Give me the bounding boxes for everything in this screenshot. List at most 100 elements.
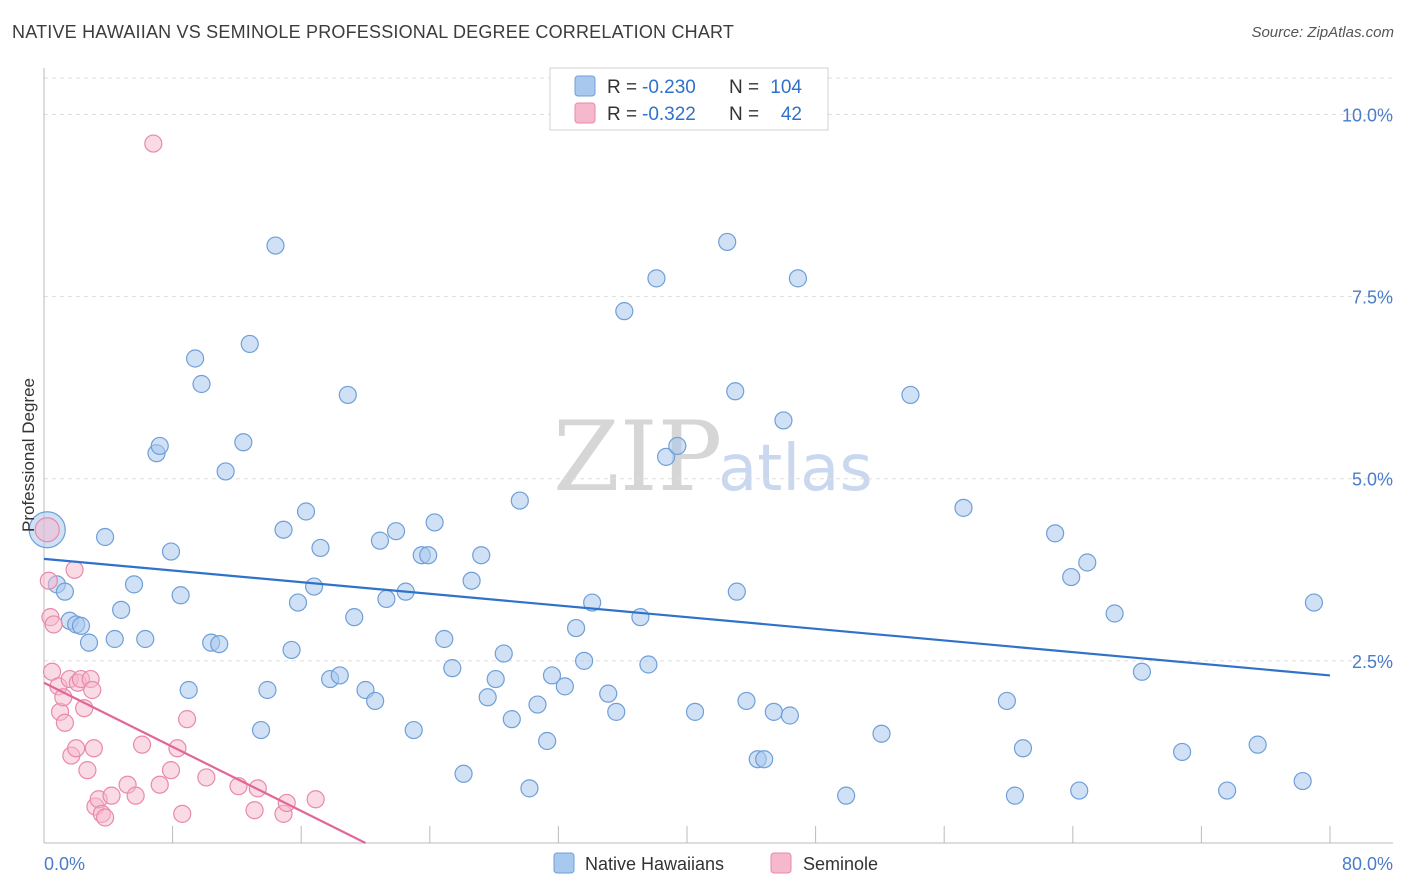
scatter-point: [144, 134, 163, 153]
axes: [43, 68, 1393, 844]
scatter-point: [443, 659, 462, 678]
y-tick-label: 7.5%: [1352, 288, 1393, 308]
y-axis-label: Professional Degree: [19, 378, 38, 532]
scatter-point: [538, 731, 557, 751]
watermark-atlas: atlas: [718, 432, 873, 506]
scatter-point: [65, 560, 84, 579]
legend-blue-r-value: -0.230: [642, 77, 696, 98]
scatter-point: [386, 522, 406, 541]
scatter-point: [478, 688, 497, 707]
legend-blue-n-label: N =: [729, 77, 759, 98]
scatter-point: [1070, 781, 1089, 800]
scatter-point: [95, 527, 115, 547]
scatter-point: [136, 629, 155, 649]
legend-pink-r-value: -0.322: [642, 104, 696, 125]
scatter-point: [510, 491, 529, 510]
scatter-point: [472, 546, 491, 565]
scatter-point: [150, 436, 169, 456]
scatter-point: [1132, 662, 1152, 681]
scatter-point: [435, 629, 454, 649]
scatter-point: [494, 644, 513, 663]
scatter-point: [718, 232, 737, 252]
scatter-point: [296, 502, 316, 521]
seminole-trend-line: [43, 681, 366, 844]
scatter-point: [1248, 735, 1267, 754]
x-tick-label: 80.0%: [1342, 854, 1393, 874]
y-tick-label: 5.0%: [1352, 470, 1393, 490]
scatter-point: [282, 640, 301, 660]
scatter-point: [338, 385, 357, 405]
scatter-point: [520, 779, 539, 798]
scatter-point: [71, 616, 91, 635]
scatter-point: [161, 761, 181, 780]
scatter-point: [774, 411, 793, 430]
scatter-point: [647, 269, 666, 288]
scatter-point: [1013, 739, 1033, 758]
legend-frame: [549, 67, 829, 131]
legend-blue-swatch: [574, 75, 596, 97]
scatter-point: [274, 520, 293, 539]
source-label: Source: ZipAtlas.com: [1251, 24, 1394, 41]
watermark-zip: ZIP: [553, 401, 722, 513]
legend-pink-swatch: [574, 102, 596, 124]
scatter-point: [425, 513, 444, 532]
scatter-point: [95, 808, 115, 827]
scatter-point: [764, 702, 783, 721]
scatter-point: [240, 334, 259, 354]
trend-lines: [43, 557, 1331, 844]
x-tick-label: 0.0%: [44, 854, 85, 874]
scatter-point: [727, 582, 746, 601]
scatter-point: [251, 720, 271, 740]
scatter-point: [288, 593, 308, 612]
scatter-point: [1173, 742, 1192, 762]
scatter-point: [150, 775, 169, 794]
scatter-point: [788, 269, 808, 288]
scatter-point: [179, 680, 198, 700]
scatter-point: [555, 677, 574, 696]
legend-box: R = -0.230 N = 104 R = -0.322 N = 42: [549, 67, 829, 131]
scatter-point: [44, 615, 63, 634]
scatter-point: [345, 608, 364, 627]
scatter-point: [404, 720, 423, 740]
scatter-point: [124, 575, 144, 594]
scatter-point: [177, 710, 197, 729]
scatter-point: [171, 586, 190, 605]
scatter-point: [668, 436, 687, 456]
scatter-point: [79, 633, 99, 652]
scatter-point: [377, 589, 396, 609]
scatter-point: [631, 608, 650, 627]
scatter-point: [186, 349, 205, 368]
scatter-point: [901, 385, 920, 405]
bottom-legend-pink-swatch: [770, 852, 792, 874]
scatter-point: [528, 695, 547, 714]
scatter-point: [583, 593, 602, 612]
scatter-point: [55, 713, 74, 732]
scatter-point: [1078, 553, 1097, 572]
y-tick-label: 10.0%: [1342, 105, 1393, 125]
scatter-point: [84, 739, 103, 758]
scatter-point: [1304, 593, 1324, 612]
watermark: ZIP atlas: [553, 401, 873, 513]
legend-pink-n-value: 42: [781, 104, 802, 125]
scatter-point: [78, 761, 97, 780]
scatter-point: [1218, 781, 1237, 800]
scatter-point: [737, 691, 756, 711]
scatter-point: [607, 702, 626, 721]
scatter-point: [1293, 771, 1312, 791]
scatter-point: [486, 669, 505, 689]
scatter-point: [311, 538, 330, 558]
scatter-point: [1005, 786, 1025, 805]
scatter-point: [210, 634, 229, 654]
scatter-point: [1046, 524, 1065, 543]
legend-blue-n-value: 104: [770, 77, 802, 98]
native-hawaiians-points: [28, 232, 1324, 805]
scatter-point: [954, 498, 973, 517]
bottom-legend-pink-label: Seminole: [803, 854, 878, 874]
scatter-point: [67, 739, 86, 758]
chart-title: NATIVE HAWAIIAN VS SEMINOLE PROFESSIONAL…: [12, 22, 735, 42]
scatter-point: [306, 790, 325, 809]
scatter-point: [837, 786, 856, 805]
scatter-point: [575, 651, 594, 670]
scatter-point: [258, 680, 277, 700]
scatter-point: [366, 691, 385, 711]
